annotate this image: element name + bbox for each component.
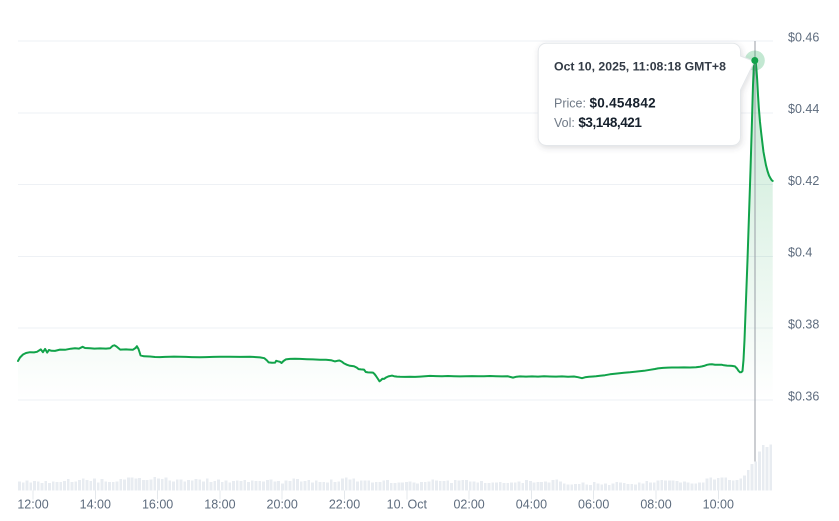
svg-text:22:00: 22:00 <box>329 498 360 512</box>
svg-text:$0.46: $0.46 <box>788 30 819 44</box>
svg-text:18:00: 18:00 <box>204 498 235 512</box>
svg-text:14:00: 14:00 <box>80 498 111 512</box>
svg-text:Oct 10, 2025, 11:08:18 GMT+8: Oct 10, 2025, 11:08:18 GMT+8 <box>554 60 726 74</box>
svg-text:04:00: 04:00 <box>516 498 547 512</box>
svg-text:10:00: 10:00 <box>703 498 734 512</box>
svg-text:16:00: 16:00 <box>142 498 173 512</box>
svg-text:08:00: 08:00 <box>640 498 671 512</box>
svg-text:$0.44: $0.44 <box>788 102 819 116</box>
svg-text:$0.38: $0.38 <box>788 318 819 332</box>
svg-text:12:00: 12:00 <box>17 498 48 512</box>
svg-text:$0.42: $0.42 <box>788 174 819 188</box>
svg-text:02:00: 02:00 <box>453 498 484 512</box>
svg-text:06:00: 06:00 <box>578 498 609 512</box>
svg-text:20:00: 20:00 <box>267 498 298 512</box>
svg-text:$0.36: $0.36 <box>788 389 819 403</box>
svg-text:Vol: $3,148,421: Vol: $3,148,421 <box>554 115 642 130</box>
svg-text:10. Oct: 10. Oct <box>387 498 428 512</box>
svg-text:$0.4: $0.4 <box>788 246 812 260</box>
svg-text:Price: $0.454842: Price: $0.454842 <box>554 95 656 110</box>
